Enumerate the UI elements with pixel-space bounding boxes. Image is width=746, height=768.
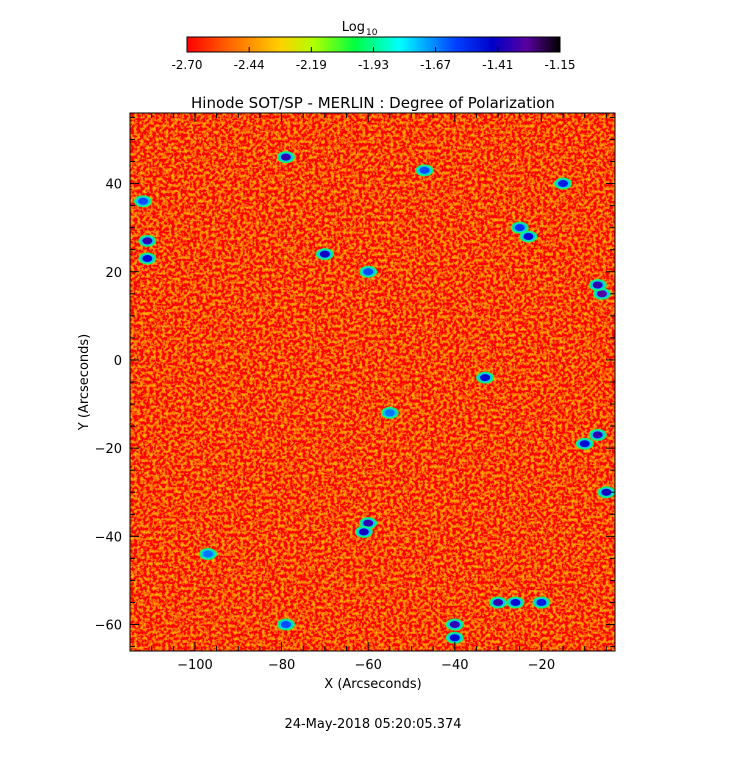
colorbar-tick-label: -1.67 xyxy=(420,58,451,72)
y-axis: −60 −40 −20 0 20 40 xyxy=(95,116,615,648)
chart-title: Hinode SOT/SP - MERLIN : Degree of Polar… xyxy=(191,94,555,112)
region-core xyxy=(449,634,460,642)
x-tick-label: −80 xyxy=(268,658,295,673)
region-core xyxy=(597,290,608,298)
region-core xyxy=(592,431,603,439)
y-tick-label: 0 xyxy=(114,354,122,369)
x-tick-label: −60 xyxy=(354,658,381,673)
region-core xyxy=(419,166,430,174)
region-core xyxy=(142,255,153,263)
region-core xyxy=(280,621,291,629)
colorbar-tick-label: -2.19 xyxy=(296,58,327,72)
x-axis-label: X (Arcseconds) xyxy=(324,677,421,692)
colorbar: Log 10 -2.70 -2.44 -2.19 -1.93 -1.67 -1.41 -1.… xyxy=(171,20,575,72)
colorbar-tick-label: -1.93 xyxy=(358,58,389,72)
region-core xyxy=(202,550,213,558)
region-core xyxy=(384,409,395,417)
region-core xyxy=(319,250,330,258)
plot-area: −100 −80 −60 −40 −20 −60 −40 −20 0 20 40 xyxy=(95,112,616,673)
x-tick-label: −40 xyxy=(441,658,468,673)
y-axis-label: Y (Arcseconds) xyxy=(77,334,92,431)
timestamp: 24-May-2018 05:20:05.374 xyxy=(284,717,461,732)
colorbar-label: Log xyxy=(342,20,365,35)
x-axis: −100 −80 −60 −40 −20 xyxy=(151,113,607,673)
region-core xyxy=(523,232,534,240)
region-core xyxy=(514,224,525,232)
colorbar-tick-label: -1.15 xyxy=(544,58,575,72)
region-core xyxy=(358,528,369,536)
region-core xyxy=(137,197,148,205)
heatmap-strong-regions xyxy=(133,151,615,644)
region-core xyxy=(592,281,603,289)
region-core xyxy=(493,598,504,606)
y-tick-label: −40 xyxy=(95,530,122,545)
region-core xyxy=(449,621,460,629)
region-core xyxy=(579,440,590,448)
region-core xyxy=(480,374,491,382)
region-core xyxy=(601,488,612,496)
x-tick-label: −100 xyxy=(177,658,213,673)
region-core xyxy=(280,153,291,161)
colorbar-tick-label: -2.44 xyxy=(234,58,265,72)
colorbar-label-subscript: 10 xyxy=(366,28,378,38)
y-tick-label: −20 xyxy=(95,442,122,457)
region-core xyxy=(536,598,547,606)
colorbar-tick-label: -2.70 xyxy=(171,58,202,72)
x-tick-label: −20 xyxy=(528,658,555,673)
region-core xyxy=(363,268,374,276)
region-core xyxy=(363,519,374,527)
y-tick-label: 20 xyxy=(105,266,122,281)
heatmap-texture xyxy=(130,113,615,651)
colorbar-tick-label: -1.41 xyxy=(482,58,513,72)
y-tick-label: −60 xyxy=(95,619,122,634)
colorbar-ticks: -2.70 -2.44 -2.19 -1.93 -1.67 -1.41 -1.15 xyxy=(171,47,576,72)
y-tick-label: 40 xyxy=(105,178,122,193)
region-core xyxy=(142,237,153,245)
region-core xyxy=(558,180,569,188)
region-core xyxy=(510,598,521,606)
